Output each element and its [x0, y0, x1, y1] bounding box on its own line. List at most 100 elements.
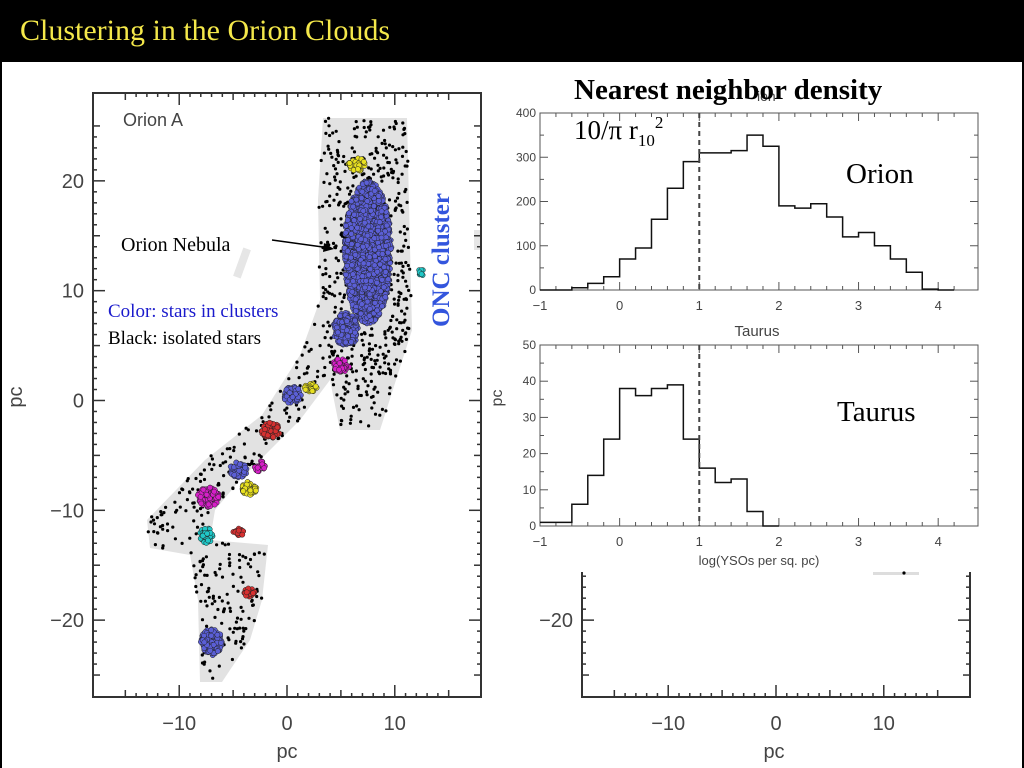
star-point — [401, 275, 405, 279]
star-point — [316, 304, 320, 308]
star-point — [226, 542, 231, 546]
star-point — [329, 345, 334, 349]
cluster-member — [343, 271, 349, 278]
map-x-tick-label: 0 — [281, 713, 292, 735]
cluster-group — [227, 459, 250, 480]
star-point — [332, 164, 336, 168]
star-point — [326, 320, 330, 324]
star-point — [225, 592, 229, 596]
behind-y-tick-label: −20 — [539, 610, 573, 632]
cluster-member — [361, 158, 367, 165]
star-point — [404, 279, 408, 283]
star-point — [398, 359, 402, 363]
behind-x-tick-label: −10 — [651, 713, 685, 735]
cluster-member — [309, 388, 316, 394]
orion-nebula-label: Orion Nebula — [121, 234, 231, 256]
star-point — [363, 361, 367, 365]
cluster-member — [376, 244, 382, 251]
star-point — [161, 527, 165, 531]
star-point — [155, 531, 160, 535]
cluster-member — [352, 317, 358, 324]
star-point — [371, 394, 375, 399]
cluster-member — [247, 487, 254, 494]
star-point — [203, 573, 207, 577]
star-point — [339, 271, 343, 275]
cluster-onc — [341, 178, 395, 327]
star-point — [328, 133, 332, 138]
star-point — [351, 405, 356, 409]
star-point — [256, 570, 260, 574]
star-point — [372, 401, 376, 405]
star-point — [356, 384, 360, 388]
star-point — [343, 392, 347, 396]
star-point — [352, 127, 356, 131]
star-point — [226, 601, 230, 605]
star-point — [237, 553, 242, 557]
star-point — [202, 477, 207, 482]
star-point — [383, 361, 387, 365]
star-point — [220, 452, 225, 456]
star-point — [257, 551, 261, 555]
cluster-member — [371, 262, 378, 269]
star-point — [333, 167, 338, 171]
star-point — [349, 189, 353, 193]
star-point — [218, 567, 222, 571]
star-point — [335, 393, 339, 397]
cluster-member — [205, 501, 212, 508]
cluster-member — [371, 203, 377, 209]
star-point — [328, 284, 332, 288]
cluster-member — [343, 327, 350, 334]
star-point — [235, 627, 239, 631]
cluster-group — [241, 585, 258, 600]
star-point — [387, 198, 392, 202]
star-point — [339, 418, 343, 423]
star-point — [384, 146, 388, 150]
cluster-member — [348, 254, 354, 261]
star-point — [338, 187, 342, 191]
star-point — [155, 516, 159, 520]
star-point — [387, 349, 391, 353]
star-point — [270, 401, 274, 405]
star-point — [220, 575, 225, 579]
star-point — [387, 362, 391, 366]
star-point — [350, 354, 354, 358]
star-point — [365, 393, 369, 397]
star-point — [387, 161, 391, 165]
slide-border-left — [0, 62, 2, 768]
star-point — [242, 629, 246, 633]
orion-hist-frame — [539, 112, 979, 291]
star-point — [327, 116, 331, 120]
cluster-member — [382, 256, 389, 263]
star-point — [342, 293, 347, 297]
cluster-member — [350, 271, 356, 278]
star-point — [213, 570, 217, 575]
cluster-member — [363, 277, 369, 284]
star-point — [181, 488, 185, 492]
star-point — [339, 422, 343, 427]
star-point — [262, 552, 266, 556]
star-point — [199, 599, 203, 603]
star-point — [402, 244, 406, 248]
taurus-hist-xlabel: log(YSOs per sq. pc) — [699, 553, 820, 568]
star-point — [341, 160, 345, 164]
star-point — [250, 459, 254, 463]
orion-hist-y-tick-label: 200 — [516, 195, 536, 209]
star-point — [319, 241, 323, 245]
star-point — [321, 324, 325, 328]
star-point — [286, 419, 291, 423]
star-point — [328, 324, 332, 328]
cluster-member — [359, 273, 366, 280]
star-point — [367, 349, 371, 353]
star-point — [322, 180, 326, 184]
star-point — [260, 416, 264, 420]
star-point — [346, 390, 350, 394]
formula-subscript: 10 — [638, 131, 655, 150]
star-point — [211, 676, 215, 680]
star-point — [228, 447, 232, 451]
star-point — [393, 208, 397, 212]
star-point — [220, 541, 225, 545]
cluster-member — [286, 389, 293, 396]
star-point — [332, 198, 336, 202]
star-point — [246, 428, 250, 432]
star-point — [246, 562, 250, 566]
